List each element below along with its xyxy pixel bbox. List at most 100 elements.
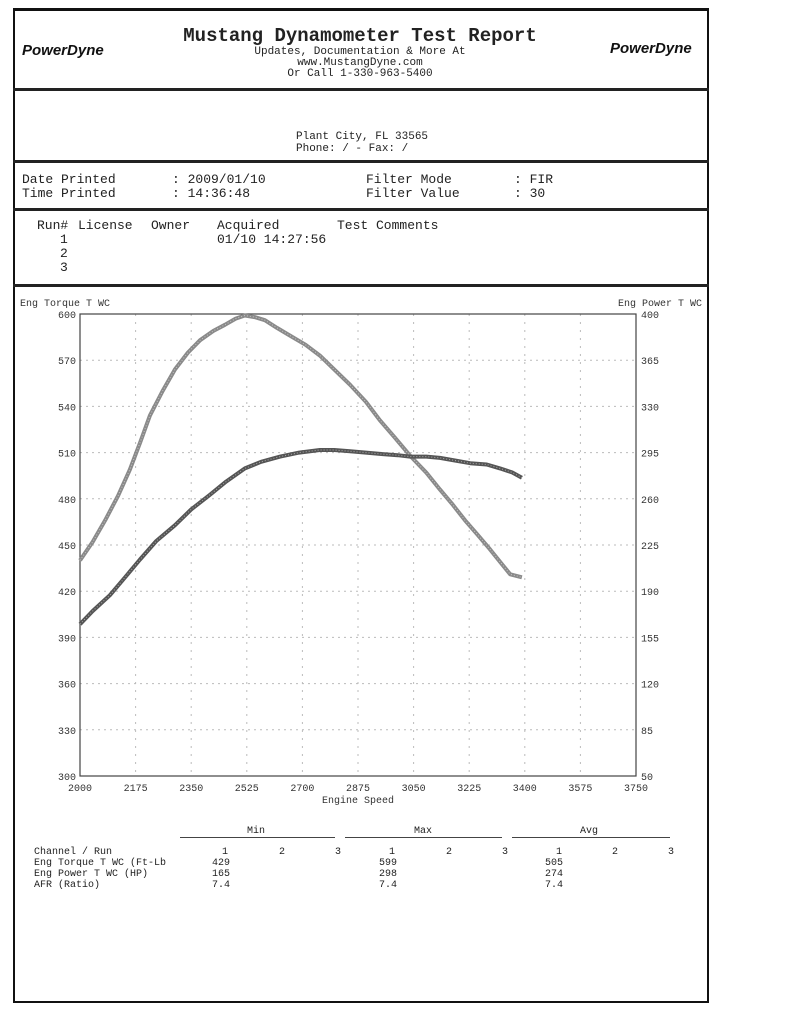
avg-value: 7.4 xyxy=(545,880,564,891)
x-tick-label: 2175 xyxy=(124,784,148,795)
header-line: Updates, Documentation & More At xyxy=(254,46,466,58)
address-city: Plant City, FL 33565 xyxy=(296,131,429,143)
phone-line: Or Call 1-330-963-5400 xyxy=(287,68,433,80)
max-value: 599 xyxy=(379,858,398,869)
filter-mode-label: Filter Mode xyxy=(366,172,452,187)
y-tick-label: 540 xyxy=(58,403,76,414)
y-tick-label: 360 xyxy=(58,681,76,692)
run-acquired: 01/10 14:27:56 xyxy=(217,232,327,247)
runs-header-license: License xyxy=(78,218,133,233)
y2-tick-label: 295 xyxy=(641,450,659,461)
filter-value-value: : 30 xyxy=(514,186,546,201)
address-phone: Phone: / - Fax: / xyxy=(296,143,409,155)
x-tick-label: 2525 xyxy=(235,784,259,795)
divider xyxy=(13,160,709,163)
stats-header-avg: Avg xyxy=(580,826,599,837)
logo-text: PowerDyne xyxy=(610,40,692,57)
filter-value-label: Filter Value xyxy=(366,186,460,201)
divider xyxy=(13,208,709,211)
y-tick-label: 420 xyxy=(58,588,76,599)
x-tick-label: 2350 xyxy=(179,784,203,795)
x-tick-label: 3400 xyxy=(513,784,537,795)
y2-tick-label: 365 xyxy=(641,357,659,368)
run-column-header: 2 xyxy=(612,847,619,858)
x-tick-label: 3050 xyxy=(402,784,426,795)
y2-axis-title: Eng Power T WC xyxy=(618,299,702,310)
y-tick-label: 330 xyxy=(58,727,76,738)
filter-mode-value: : FIR xyxy=(514,172,554,187)
y-tick-label: 510 xyxy=(58,450,76,461)
torque-curve xyxy=(78,313,523,580)
divider xyxy=(180,837,335,838)
y2-tick-label: 85 xyxy=(641,727,653,738)
x-tick-label: 3225 xyxy=(457,784,481,795)
powerdyne-logo-left: PowerDyne xyxy=(22,42,104,65)
y2-tick-label: 155 xyxy=(641,634,659,645)
runs-header-acquired: Acquired xyxy=(217,218,280,233)
date-printed-value: : 2009/01/10 xyxy=(172,172,266,187)
avg-value: 274 xyxy=(545,869,564,880)
x-tick-label: 3750 xyxy=(624,784,648,795)
y2-tick-label: 50 xyxy=(641,773,653,784)
logo-text: PowerDyne xyxy=(22,42,104,59)
x-axis-title: Engine Speed xyxy=(322,795,394,807)
runs-header-run: Run# xyxy=(37,218,69,233)
divider xyxy=(13,88,709,91)
runs-header-comments: Test Comments xyxy=(337,218,439,233)
powerdyne-logo-right: PowerDyne xyxy=(610,40,692,63)
run-column-header: 3 xyxy=(502,847,509,858)
x-tick-label: 2875 xyxy=(346,784,370,795)
x-tick-label: 2700 xyxy=(290,784,314,795)
divider xyxy=(345,837,502,838)
run-column-header: 1 xyxy=(389,847,396,858)
curve-texture xyxy=(79,449,523,625)
channel-run-header: Channel / Run xyxy=(34,847,113,858)
max-value: 298 xyxy=(379,869,398,880)
min-value: 7.4 xyxy=(212,880,231,891)
time-printed-value: : 14:36:48 xyxy=(172,186,251,201)
power-curve xyxy=(78,448,523,626)
run-column-header: 3 xyxy=(335,847,342,858)
max-value: 7.4 xyxy=(379,880,398,891)
website-link: www.MustangDyne.com xyxy=(297,57,423,69)
runs-header-owner: Owner xyxy=(151,218,191,233)
y-tick-label: 450 xyxy=(58,542,76,553)
y-tick-label: 570 xyxy=(58,357,76,368)
run-column-header: 1 xyxy=(222,847,229,858)
y-tick-label: 300 xyxy=(58,773,76,784)
curve-texture xyxy=(79,314,523,578)
y2-tick-label: 330 xyxy=(641,403,659,414)
y2-tick-label: 225 xyxy=(641,542,659,553)
run-number: 1 xyxy=(60,232,68,247)
avg-value: 505 xyxy=(545,858,564,869)
plot-area xyxy=(79,313,637,777)
time-printed-label: Time Printed xyxy=(22,186,116,201)
y2-tick-label: 190 xyxy=(641,588,659,599)
channel-label: Eng Power T WC (HP) xyxy=(34,869,149,880)
channel-label: AFR (Ratio) xyxy=(34,880,101,891)
y2-tick-label: 260 xyxy=(641,496,659,507)
min-value: 165 xyxy=(212,869,231,880)
run-column-header: 1 xyxy=(556,847,563,858)
stats-header-max: Max xyxy=(414,826,433,837)
channel-label: Eng Torque T WC (Ft-Lb xyxy=(34,858,167,869)
x-tick-label: 2000 xyxy=(68,784,92,795)
dyno-chart: 300 330 360 390 420 450 480 510 540 570 600 50 85 120… xyxy=(20,299,702,807)
date-printed-label: Date Printed xyxy=(22,172,116,187)
x-tick-label: 3575 xyxy=(568,784,592,795)
y-tick-label: 390 xyxy=(58,634,76,645)
y-tick-label: 600 xyxy=(58,311,76,322)
report-title: Mustang Dynamometer Test Report xyxy=(183,25,537,47)
y2-tick-label: 120 xyxy=(641,681,659,692)
run-column-header: 3 xyxy=(668,847,675,858)
y-axis-title: Eng Torque T WC xyxy=(20,299,110,310)
y-tick-label: 480 xyxy=(58,496,76,507)
run-number: 2 xyxy=(60,246,68,261)
report-frame xyxy=(13,8,709,1003)
y2-tick-label: 400 xyxy=(641,311,659,322)
divider xyxy=(512,837,670,838)
run-column-header: 2 xyxy=(446,847,453,858)
min-value: 429 xyxy=(212,858,231,869)
divider xyxy=(13,284,709,287)
stats-header-min: Min xyxy=(247,826,266,837)
